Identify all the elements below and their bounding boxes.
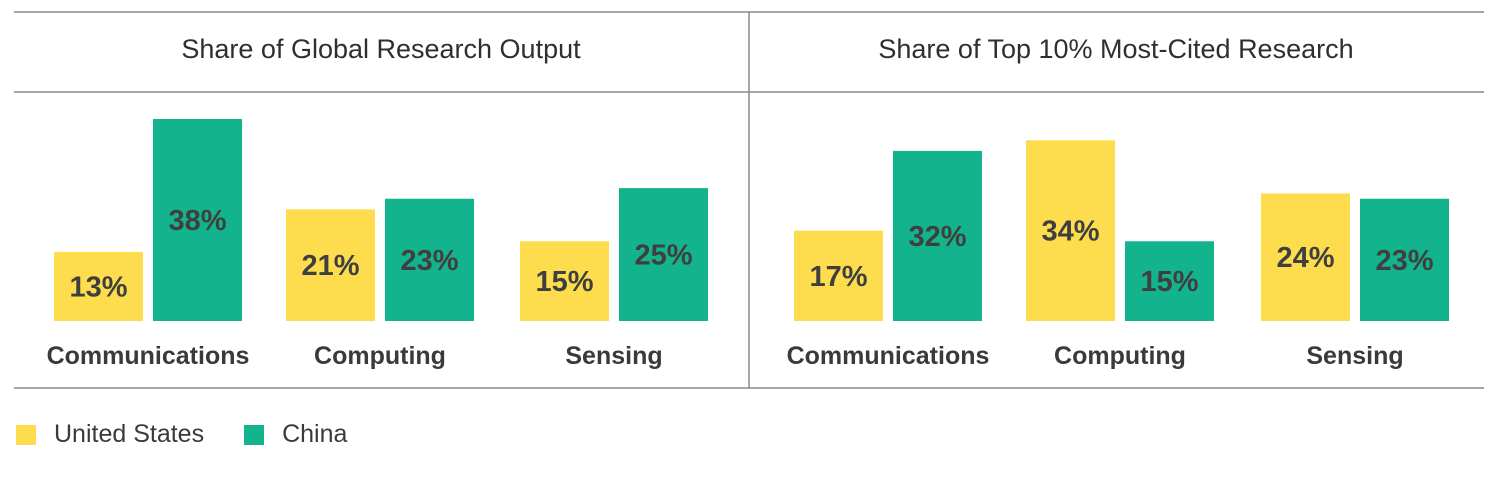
category-label-communications: Communications (787, 342, 990, 370)
chart-panel-1: Share of Global Research Output 13% 38% Com… (47, 34, 708, 370)
data-label-china-communications: 38% (168, 205, 226, 237)
legend-item-united-states: United States (16, 420, 204, 449)
bar-china-communications (153, 119, 242, 321)
data-label-china-computing: 15% (1140, 266, 1198, 298)
data-label-united-states-sensing: 15% (535, 266, 593, 298)
category-label-sensing: Sensing (565, 342, 662, 370)
data-label-china-sensing: 23% (1375, 245, 1433, 277)
panel-title: Share of Top 10% Most-Cited Research (878, 34, 1353, 64)
legend: United States China (16, 420, 387, 449)
data-label-united-states-communications: 13% (69, 271, 127, 303)
bar-united-states-computing (1026, 140, 1115, 321)
bar-united-states-sensing (1261, 193, 1350, 321)
category-label-computing: Computing (1054, 342, 1186, 370)
bar-united-states-communications (54, 251, 143, 321)
data-label-united-states-computing: 21% (301, 250, 359, 282)
legend-item-china: China (244, 420, 347, 449)
bar-china-sensing (1360, 198, 1449, 321)
bar-united-states-sensing (520, 241, 609, 321)
legend-label-united-states: United States (54, 420, 205, 448)
data-label-china-computing: 23% (400, 245, 458, 277)
legend-swatch-united-states (16, 424, 36, 445)
legend-label-china: China (282, 420, 348, 448)
bar-china-communications (893, 150, 982, 321)
bar-china-computing (1125, 241, 1214, 321)
category-label-sensing: Sensing (1306, 342, 1403, 370)
data-label-united-states-sensing: 24% (1276, 242, 1334, 274)
category-label-communications: Communications (47, 342, 250, 370)
category-label-computing: Computing (314, 342, 446, 370)
bar-china-computing (385, 198, 474, 321)
data-label-united-states-communications: 17% (809, 261, 867, 293)
bar-united-states-computing (286, 209, 375, 321)
bar-united-states-communications (794, 230, 883, 321)
chart-panel-2: Share of Top 10% Most-Cited Research 17% 3… (787, 34, 1449, 370)
data-label-united-states-computing: 34% (1041, 216, 1099, 248)
data-label-china-communications: 32% (908, 221, 966, 253)
legend-swatch-china (244, 424, 265, 445)
panel-title: Share of Global Research Output (181, 34, 581, 64)
data-label-china-sensing: 25% (634, 240, 692, 272)
bar-china-sensing (619, 188, 708, 321)
